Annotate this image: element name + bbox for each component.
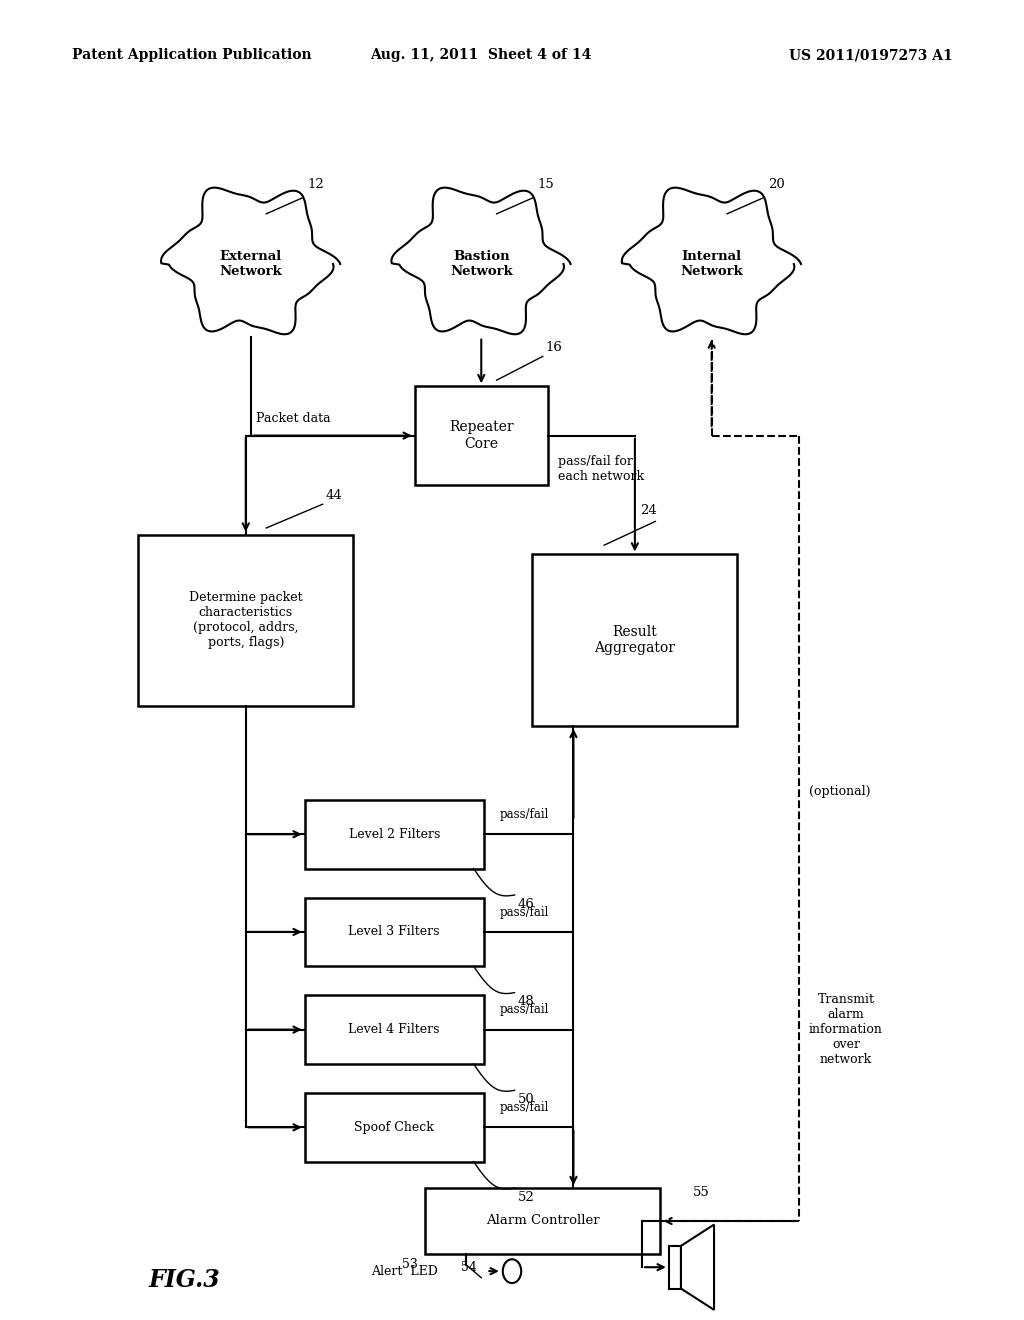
Text: Aug. 11, 2011  Sheet 4 of 14: Aug. 11, 2011 Sheet 4 of 14: [371, 49, 592, 62]
Text: 55: 55: [693, 1185, 710, 1199]
FancyBboxPatch shape: [425, 1188, 660, 1254]
Polygon shape: [391, 187, 570, 334]
FancyBboxPatch shape: [305, 1093, 483, 1162]
Text: 46: 46: [518, 898, 535, 911]
Text: Internal
Network: Internal Network: [680, 249, 743, 279]
FancyBboxPatch shape: [305, 800, 483, 869]
Text: 16: 16: [546, 341, 562, 354]
Polygon shape: [622, 187, 801, 334]
Text: 53: 53: [401, 1258, 418, 1271]
Text: Level 2 Filters: Level 2 Filters: [348, 828, 440, 841]
Text: Alarm Controller: Alarm Controller: [486, 1214, 599, 1228]
Text: External
Network: External Network: [219, 249, 283, 279]
Text: 44: 44: [326, 488, 342, 502]
Text: pass/fail: pass/fail: [500, 808, 549, 821]
Text: 12: 12: [307, 178, 324, 191]
FancyBboxPatch shape: [138, 535, 353, 706]
Text: Bastion
Network: Bastion Network: [450, 249, 513, 279]
Text: (optional): (optional): [809, 785, 870, 799]
Text: Packet data: Packet data: [256, 412, 331, 425]
Text: Repeater
Core: Repeater Core: [449, 421, 514, 450]
Text: 20: 20: [768, 178, 784, 191]
FancyBboxPatch shape: [415, 385, 548, 484]
Text: pass/fail: pass/fail: [500, 906, 549, 919]
Text: Level 3 Filters: Level 3 Filters: [348, 925, 440, 939]
Circle shape: [503, 1259, 521, 1283]
Text: Transmit
alarm
information
over
network: Transmit alarm information over network: [809, 993, 883, 1067]
Text: 54: 54: [461, 1261, 477, 1274]
Text: FIG.3: FIG.3: [148, 1269, 220, 1292]
Text: Patent Application Publication: Patent Application Publication: [72, 49, 311, 62]
Text: 52: 52: [518, 1191, 535, 1204]
Polygon shape: [681, 1225, 714, 1309]
Text: 50: 50: [518, 1093, 535, 1106]
Text: pass/fail for
each network: pass/fail for each network: [558, 455, 644, 483]
Text: US 2011/0197273 A1: US 2011/0197273 A1: [788, 49, 952, 62]
Text: 24: 24: [640, 504, 656, 517]
Polygon shape: [161, 187, 340, 334]
Text: 48: 48: [518, 995, 535, 1008]
FancyBboxPatch shape: [669, 1246, 681, 1288]
Text: Level 4 Filters: Level 4 Filters: [348, 1023, 440, 1036]
Text: pass/fail: pass/fail: [500, 1101, 549, 1114]
Text: Alert  LED: Alert LED: [371, 1265, 438, 1278]
Text: pass/fail: pass/fail: [500, 1003, 549, 1016]
Text: Determine packet
characteristics
(protocol, addrs,
ports, flags): Determine packet characteristics (protoc…: [189, 591, 302, 649]
FancyBboxPatch shape: [305, 995, 483, 1064]
Text: Spoof Check: Spoof Check: [354, 1121, 434, 1134]
FancyBboxPatch shape: [532, 554, 737, 726]
Text: Result
Aggregator: Result Aggregator: [594, 626, 676, 655]
Text: 15: 15: [538, 178, 554, 191]
FancyBboxPatch shape: [305, 898, 483, 966]
